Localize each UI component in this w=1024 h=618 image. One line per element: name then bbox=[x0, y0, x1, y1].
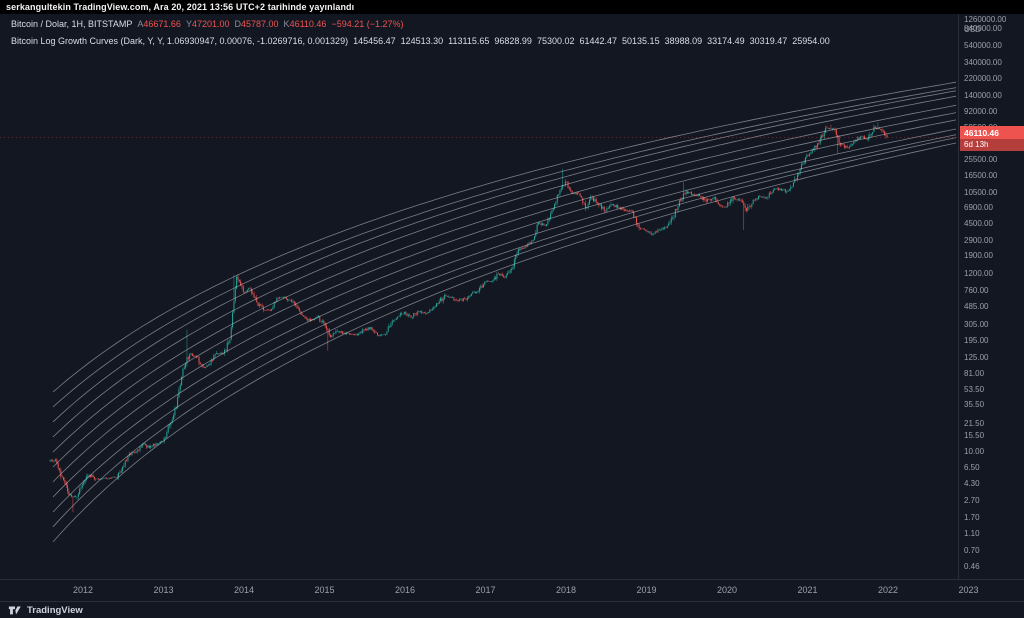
price-tick: 21.50 bbox=[964, 418, 985, 428]
chart-area: Bitcoin / Dolar, 1H, BITSTAMP A46671.66 Y4… bbox=[0, 14, 958, 579]
price-axis-unit: USD bbox=[964, 25, 981, 34]
price-tick: 125.00 bbox=[964, 352, 989, 362]
last-price-label: 46110.46 6d 13h bbox=[960, 126, 1024, 152]
year-label: 2014 bbox=[233, 585, 255, 595]
publish-info-text: serkangultekin TradingView.com, Ara 20, … bbox=[6, 2, 355, 12]
curve-value: 38988.09 bbox=[664, 36, 703, 46]
curve-value: 30319.47 bbox=[749, 36, 788, 46]
price-tick: 540000.00 bbox=[964, 40, 1002, 50]
price-tick: 140000.00 bbox=[964, 90, 1002, 100]
price-axis[interactable]: 46110.46 6d 13h 1260000.00 USD 840000.00 54… bbox=[958, 14, 1024, 579]
year-label: 2015 bbox=[314, 585, 335, 595]
price-tick: 1900.00 bbox=[964, 251, 993, 261]
price-tick: 1.10 bbox=[964, 529, 980, 539]
year-label: 2019 bbox=[636, 585, 657, 595]
curve-value: 113115.65 bbox=[448, 36, 490, 46]
publish-info-bar: serkangultekin TradingView.com, Ara 20, … bbox=[0, 0, 1024, 14]
legend-symbol-row[interactable]: Bitcoin / Dolar, 1H, BITSTAMP A46671.66 Y4… bbox=[6, 18, 409, 32]
price-tick: 760.00 bbox=[964, 285, 989, 295]
ohlc-letter: K bbox=[283, 19, 290, 29]
price-tick: 92000.00 bbox=[964, 106, 998, 116]
curve-value: 124513.30 bbox=[400, 36, 444, 46]
price-tick: 485.00 bbox=[964, 302, 989, 312]
year-label: 2013 bbox=[153, 585, 174, 595]
indicator-values: 145456.47 124513.30 113115.65 96828.99 75300… bbox=[348, 36, 830, 46]
price-tick: 0.46 bbox=[964, 562, 980, 571]
price-tick: 840000.00 bbox=[964, 24, 1002, 34]
ohlc-value: 46671.66 bbox=[143, 19, 181, 29]
indicator-title: Bitcoin Log Growth Curves (Dark, Y, Y, 1… bbox=[11, 36, 349, 46]
curve-value: 75300.02 bbox=[536, 36, 575, 46]
price-tick: 4.30 bbox=[964, 478, 980, 488]
price-tick: 6.50 bbox=[964, 463, 980, 473]
price-tick: 305.00 bbox=[964, 319, 989, 329]
price-tick: 340000.00 bbox=[964, 57, 1002, 67]
price-tick: 6900.00 bbox=[964, 203, 993, 213]
price-tick: 1.70 bbox=[964, 513, 980, 523]
ohlc-values: A46671.66 Y47201.00 D45787.00 K46110.46 bbox=[132, 19, 326, 29]
price-tick: 15.50 bbox=[964, 430, 985, 440]
price-tick: 53.50 bbox=[964, 384, 985, 394]
year-label: 2023 bbox=[958, 585, 979, 595]
curve-value: 145456.47 bbox=[353, 36, 396, 46]
tradingview-brand[interactable]: TradingView bbox=[27, 604, 83, 616]
symbol-title: Bitcoin / Dolar, 1H, BITSTAMP bbox=[11, 19, 133, 29]
price-tick: 25500.00 bbox=[964, 154, 998, 164]
tradingview-logo-icon[interactable] bbox=[8, 603, 22, 617]
price-change: −594.21 (−1.27%) bbox=[331, 19, 404, 29]
price-tick: 0.70 bbox=[964, 546, 980, 556]
year-label: 2020 bbox=[716, 585, 738, 595]
price-tick: 195.00 bbox=[964, 336, 989, 346]
footer: TradingView bbox=[0, 601, 1024, 618]
year-label: 2017 bbox=[475, 585, 496, 595]
year-label: 2022 bbox=[877, 585, 899, 595]
curve-value: 33174.49 bbox=[707, 36, 745, 46]
ohlc-value: 46110.46 bbox=[289, 19, 327, 29]
last-price-value: 46110.46 bbox=[964, 128, 999, 139]
price-tick: 220000.00 bbox=[964, 74, 1002, 84]
curve-value: 50135.15 bbox=[622, 36, 660, 46]
price-tick: 1260000.00 bbox=[964, 15, 1007, 24]
price-tick: 2900.00 bbox=[964, 235, 993, 245]
price-tick: 4500.00 bbox=[964, 219, 993, 229]
price-tick: 2.70 bbox=[964, 495, 980, 505]
ohlc-value: 47201.00 bbox=[191, 19, 230, 29]
bar-countdown: 6d 13h bbox=[960, 139, 1024, 152]
price-tick: 35.50 bbox=[964, 399, 985, 409]
ohlc-value: 45787.00 bbox=[241, 19, 279, 29]
curve-value: 96828.99 bbox=[494, 36, 532, 46]
year-label: 2021 bbox=[797, 585, 818, 595]
price-tick: 16500.00 bbox=[964, 170, 998, 180]
curve-value: 25954.00 bbox=[792, 36, 830, 46]
price-tick: 1200.00 bbox=[964, 268, 993, 278]
price-tick: 81.00 bbox=[964, 369, 985, 379]
price-tick: 10500.00 bbox=[964, 187, 998, 197]
curve-value: 61442.47 bbox=[579, 36, 618, 46]
ohlc-letter: Y bbox=[185, 19, 192, 29]
ohlc-letter: A bbox=[137, 19, 144, 29]
year-label: 2012 bbox=[72, 585, 94, 595]
legend: Bitcoin / Dolar, 1H, BITSTAMP A46671.66 Y4… bbox=[6, 18, 835, 52]
time-axis[interactable]: 2012 2013 2014 2015 2016 2017 2018 2019 2020 2021… bbox=[0, 579, 1024, 602]
legend-indicator-row[interactable]: Bitcoin Log Growth Curves (Dark, Y, Y, 1… bbox=[6, 35, 835, 49]
price-tick: 10.00 bbox=[964, 447, 985, 457]
price-chart-canvas[interactable] bbox=[0, 14, 958, 579]
ohlc-letter: D bbox=[234, 19, 242, 29]
year-label: 2016 bbox=[394, 585, 416, 595]
year-label: 2018 bbox=[555, 585, 577, 595]
